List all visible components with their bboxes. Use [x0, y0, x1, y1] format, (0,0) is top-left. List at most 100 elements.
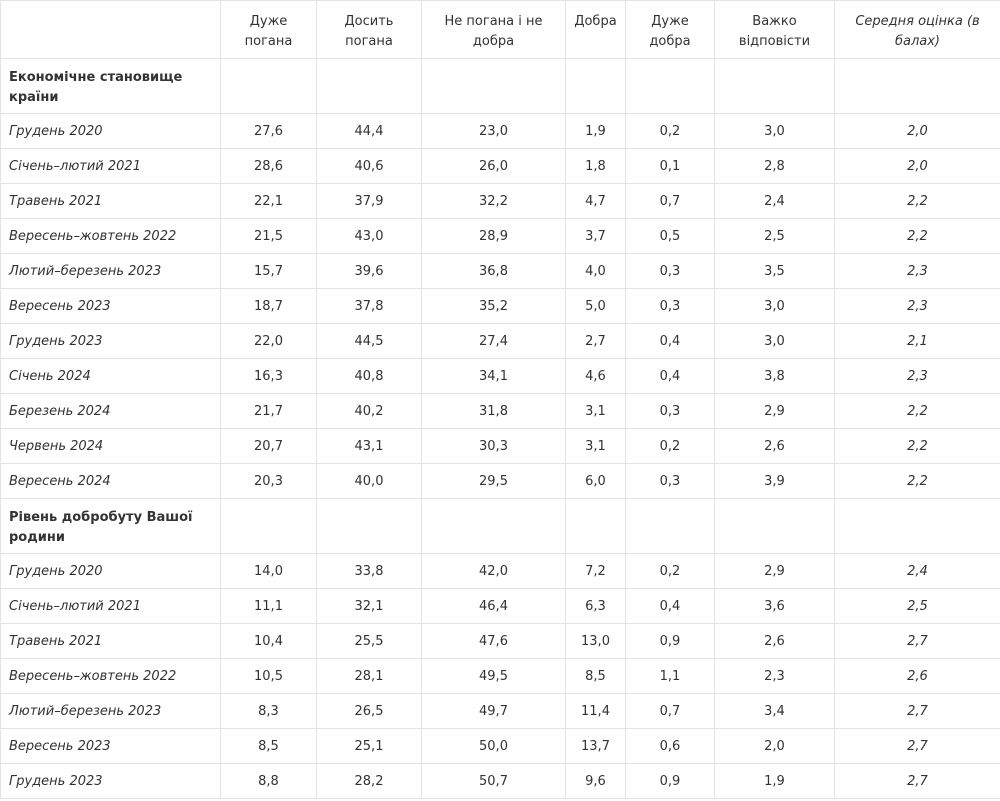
table-body: Економічне становище країни Грудень 2020 2… [0, 58, 1000, 799]
value-cell: 2,7 [834, 623, 1000, 659]
value-cell: 23,0 [421, 113, 566, 149]
empty-cell [316, 498, 422, 554]
value-cell: 3,9 [714, 463, 835, 499]
value-cell: 13,7 [565, 728, 626, 764]
value-cell: 2,2 [834, 218, 1000, 254]
value-cell: 2,0 [714, 728, 835, 764]
corner-cell [0, 0, 221, 59]
value-cell: 0,9 [625, 623, 715, 659]
section-title: Економічне становище країни [0, 58, 221, 114]
data-row: Грудень 2023 8,8 28,2 50,7 9,6 0,9 1,9 2,7 [0, 763, 1000, 799]
value-cell: 2,6 [714, 428, 835, 464]
value-cell: 2,3 [714, 658, 835, 694]
empty-cell [220, 498, 317, 554]
row-label: Січень–лютий 2021 [0, 148, 221, 184]
value-cell: 30,3 [421, 428, 566, 464]
value-cell: 0,1 [625, 148, 715, 184]
data-row: Грудень 2020 27,6 44,4 23,0 1,9 0,2 3,0 2,0 [0, 113, 1000, 149]
data-row: Січень–лютий 2021 11,1 32,1 46,4 6,3 0,4 3,6 2,… [0, 588, 1000, 624]
data-row: Вересень 2023 18,7 37,8 35,2 5,0 0,3 3,0 2,3 [0, 288, 1000, 324]
value-cell: 49,5 [421, 658, 566, 694]
value-cell: 25,1 [316, 728, 422, 764]
empty-cell [316, 58, 422, 114]
row-label: Січень 2024 [0, 358, 221, 394]
value-cell: 0,2 [625, 553, 715, 589]
empty-cell [834, 58, 1000, 114]
value-cell: 8,3 [220, 693, 317, 729]
row-label: Лютий–березень 2023 [0, 693, 221, 729]
data-row: Січень 2024 16,3 40,8 34,1 4,6 0,4 3,8 2,3 [0, 358, 1000, 394]
value-cell: 5,0 [565, 288, 626, 324]
data-row: Вересень 2024 20,3 40,0 29,5 6,0 0,3 3,9 2,2 [0, 463, 1000, 499]
value-cell: 40,2 [316, 393, 422, 429]
value-cell: 34,1 [421, 358, 566, 394]
value-cell: 50,0 [421, 728, 566, 764]
column-header: Важко відповісти [714, 0, 835, 59]
row-label: Вересень–жовтень 2022 [0, 218, 221, 254]
value-cell: 42,0 [421, 553, 566, 589]
value-cell: 3,7 [565, 218, 626, 254]
row-label: Грудень 2023 [0, 323, 221, 359]
value-cell: 0,3 [625, 253, 715, 289]
value-cell: 4,7 [565, 183, 626, 219]
column-header: Дуже погана [220, 0, 317, 59]
value-cell: 2,3 [834, 358, 1000, 394]
value-cell: 3,1 [565, 428, 626, 464]
column-header: Добра [565, 0, 626, 59]
value-cell: 33,8 [316, 553, 422, 589]
section-row: Економічне становище країни [0, 58, 1000, 114]
value-cell: 13,0 [565, 623, 626, 659]
value-cell: 3,0 [714, 323, 835, 359]
row-label: Вересень 2023 [0, 288, 221, 324]
value-cell: 50,7 [421, 763, 566, 799]
value-cell: 20,7 [220, 428, 317, 464]
value-cell: 28,1 [316, 658, 422, 694]
value-cell: 0,2 [625, 113, 715, 149]
value-cell: 8,5 [565, 658, 626, 694]
row-label: Січень–лютий 2021 [0, 588, 221, 624]
row-label: Грудень 2020 [0, 553, 221, 589]
value-cell: 35,2 [421, 288, 566, 324]
empty-cell [421, 498, 566, 554]
value-cell: 46,4 [421, 588, 566, 624]
row-label: Вересень 2024 [0, 463, 221, 499]
data-row: Грудень 2020 14,0 33,8 42,0 7,2 0,2 2,9 2,4 [0, 553, 1000, 589]
empty-cell [565, 498, 626, 554]
row-label: Грудень 2020 [0, 113, 221, 149]
value-cell: 37,9 [316, 183, 422, 219]
value-cell: 6,3 [565, 588, 626, 624]
value-cell: 1,1 [625, 658, 715, 694]
data-row: Вересень 2023 8,5 25,1 50,0 13,7 0,6 2,0 2,7 [0, 728, 1000, 764]
value-cell: 3,1 [565, 393, 626, 429]
empty-cell [625, 498, 715, 554]
value-cell: 40,8 [316, 358, 422, 394]
value-cell: 40,0 [316, 463, 422, 499]
value-cell: 21,7 [220, 393, 317, 429]
value-cell: 8,8 [220, 763, 317, 799]
value-cell: 2,7 [834, 763, 1000, 799]
value-cell: 2,4 [834, 553, 1000, 589]
data-row: Травень 2021 22,1 37,9 32,2 4,7 0,7 2,4 2,2 [0, 183, 1000, 219]
value-cell: 0,3 [625, 288, 715, 324]
empty-cell [625, 58, 715, 114]
value-cell: 15,7 [220, 253, 317, 289]
row-label: Вересень 2023 [0, 728, 221, 764]
value-cell: 29,5 [421, 463, 566, 499]
value-cell: 9,6 [565, 763, 626, 799]
value-cell: 2,9 [714, 393, 835, 429]
value-cell: 44,4 [316, 113, 422, 149]
data-row: Травень 2021 10,4 25,5 47,6 13,0 0,9 2,6 2,7 [0, 623, 1000, 659]
value-cell: 27,4 [421, 323, 566, 359]
value-cell: 16,3 [220, 358, 317, 394]
value-cell: 10,4 [220, 623, 317, 659]
value-cell: 1,9 [565, 113, 626, 149]
section-row: Рівень добробуту Вашої родини [0, 498, 1000, 554]
value-cell: 2,8 [714, 148, 835, 184]
value-cell: 2,3 [834, 288, 1000, 324]
row-label: Травень 2021 [0, 183, 221, 219]
column-header: Досить погана [316, 0, 422, 59]
value-cell: 2,0 [834, 113, 1000, 149]
value-cell: 7,2 [565, 553, 626, 589]
